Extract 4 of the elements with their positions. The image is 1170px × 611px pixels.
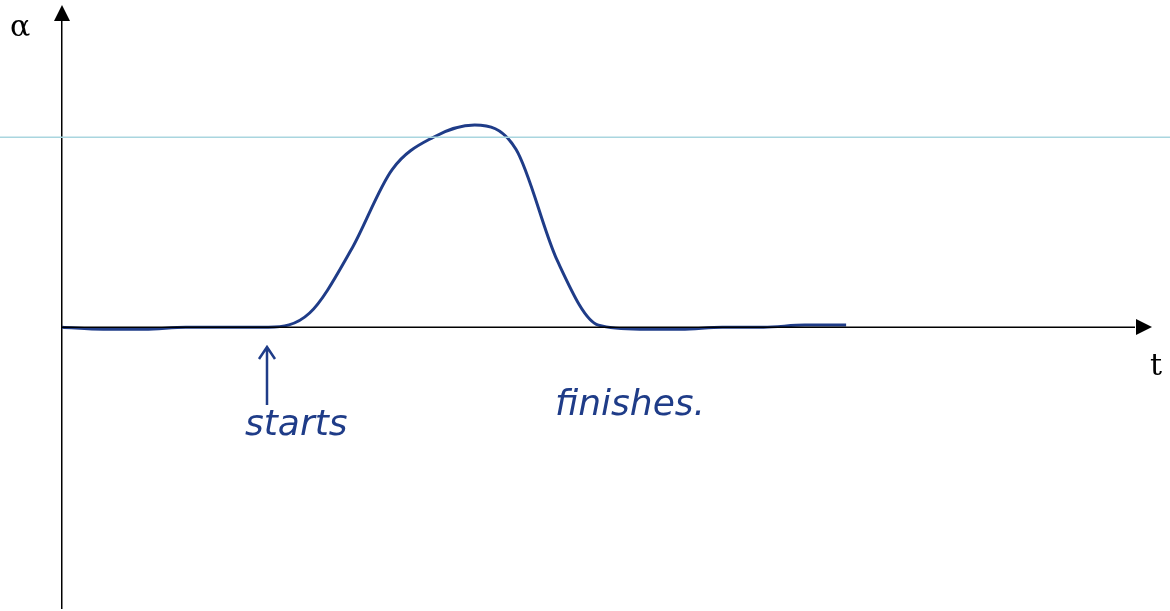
text: finishes. [555,382,705,424]
y-axis-title: α [10,8,31,43]
text: starts [245,402,348,444]
x-axis-title: t [1150,347,1163,383]
